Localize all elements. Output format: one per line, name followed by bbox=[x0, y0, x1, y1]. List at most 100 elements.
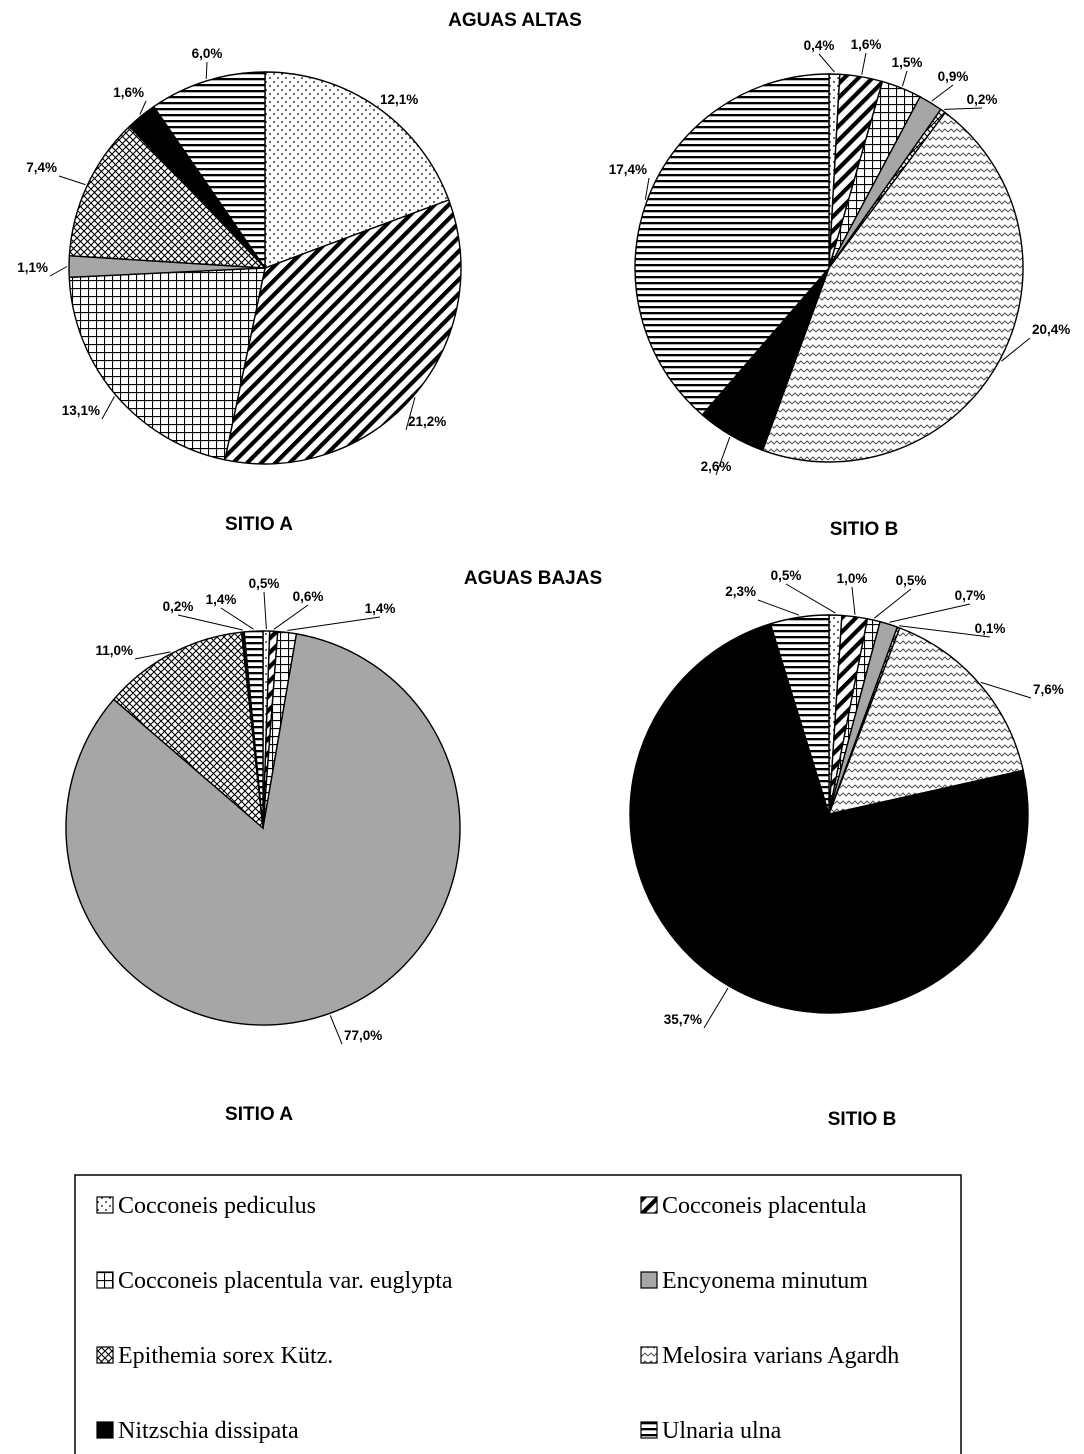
site-label-high-a: SITIO A bbox=[225, 514, 293, 535]
legend-swatch-cocconeis-pediculus bbox=[96, 1196, 114, 1214]
leader-line bbox=[944, 107, 983, 110]
slice-label-epithemia-sorex-k-tz: 0,2% bbox=[967, 92, 998, 107]
leader-line bbox=[757, 599, 800, 616]
slice-label-cocconeis-placentula-var-euglypta: 1,4% bbox=[365, 601, 396, 616]
leader-line bbox=[101, 396, 115, 420]
slice-label-cocconeis-pediculus: 0,5% bbox=[249, 576, 280, 591]
pie-aguas-bajas-sitio-a: 0,5% 0,6% 1,4% 77,0% 11,0% 0,2% 1,4% bbox=[65, 576, 461, 1045]
pie-slice-melosira-varians-agardh bbox=[761, 111, 1024, 463]
site-label-low-b: SITIO B bbox=[828, 1109, 897, 1130]
leader-line bbox=[139, 100, 147, 115]
leader-line bbox=[703, 987, 729, 1029]
slice-label-nitzschia-dissipata: 2,6% bbox=[701, 459, 732, 474]
pie-slice-ulnaria-ulna bbox=[152, 71, 266, 271]
leader-line bbox=[873, 588, 912, 619]
legend-swatch-cocconeis-placentula bbox=[640, 1196, 658, 1214]
legend-swatch-epithemia-sorex-k-tz bbox=[96, 1346, 114, 1364]
leader-line bbox=[263, 591, 267, 630]
group-title-low: AGUAS BAJAS bbox=[464, 568, 602, 589]
leader-line bbox=[899, 625, 991, 638]
legend-label-melosira-varians-agardh: Melosira varians Agardh bbox=[662, 1343, 899, 1369]
slice-label-cocconeis-pediculus: 12,1% bbox=[380, 92, 418, 107]
legend-label-epithemia-sorex-k-tz: Epithemia sorex Kütz. bbox=[118, 1343, 333, 1369]
slice-label-epithemia-sorex-k-tz: 0,1% bbox=[975, 621, 1006, 636]
pie-slice-epithemia-sorex-k-tz bbox=[68, 125, 267, 269]
slice-label-nitzschia-dissipata: 0,2% bbox=[163, 599, 194, 614]
pie-slice-ulnaria-ulna bbox=[769, 614, 830, 815]
leader-line bbox=[851, 586, 856, 615]
pie-aguas-bajas-sitio-b: 0,5% 1,0% 0,5% 0,7% 0,1% 7,6% 35,7% 2,3% bbox=[629, 568, 1064, 1029]
slice-label-cocconeis-pediculus: 0,4% bbox=[804, 38, 835, 53]
site-label-high-b: SITIO B bbox=[830, 519, 899, 540]
pie-slice-nitzschia-dissipata bbox=[629, 622, 1029, 1014]
leader-line bbox=[861, 52, 867, 75]
legend-swatch-encyonema-minutum bbox=[640, 1271, 658, 1289]
legend-swatch-ulnaria-ulna bbox=[640, 1421, 658, 1439]
site-label-low-a: SITIO A bbox=[225, 1104, 293, 1125]
slice-label-encyonema-minutum: 0,9% bbox=[938, 69, 969, 84]
legend-box bbox=[74, 1174, 962, 1454]
leader-line bbox=[931, 84, 954, 102]
leader-line bbox=[49, 266, 68, 277]
slice-label-encyonema-minutum: 1,1% bbox=[17, 260, 48, 275]
slice-label-ulnaria-ulna: 17,4% bbox=[609, 162, 647, 177]
leader-line bbox=[205, 61, 208, 79]
leader-line bbox=[901, 70, 908, 87]
leader-line bbox=[785, 583, 836, 614]
leader-line bbox=[329, 1015, 343, 1045]
slice-label-nitzschia-dissipata: 35,7% bbox=[664, 1012, 702, 1027]
pie-aguas-altas-sitio-a: 12,1% 21,2% 13,1% 1,1% 7,4% 1,6% 6,0% bbox=[17, 46, 462, 465]
leader-line bbox=[58, 175, 86, 186]
slice-label-cocconeis-placentula: 1,6% bbox=[851, 37, 882, 52]
pie-slice-melosira-varians-agardh bbox=[827, 627, 1025, 815]
legend-swatch-melosira-varians-agardh bbox=[640, 1346, 658, 1364]
slice-label-encyonema-minutum: 77,0% bbox=[344, 1028, 382, 1043]
pie-slice-ulnaria-ulna bbox=[634, 73, 830, 416]
slice-label-epithemia-sorex-k-tz: 7,4% bbox=[26, 160, 57, 175]
leader-line bbox=[134, 651, 171, 660]
slice-label-cocconeis-pediculus: 0,5% bbox=[771, 568, 802, 583]
pie-slice-encyonema-minutum bbox=[65, 633, 461, 1026]
leader-line bbox=[715, 436, 731, 476]
slice-label-epithemia-sorex-k-tz: 11,0% bbox=[95, 643, 133, 658]
slice-label-ulnaria-ulna: 2,3% bbox=[725, 584, 756, 599]
pie-aguas-altas-sitio-b: 0,4% 1,6% 1,5% 0,9% 0,2% 20,4% 2,6% 17,4% bbox=[609, 37, 1070, 476]
slice-label-ulnaria-ulna: 6,0% bbox=[192, 46, 223, 61]
leader-line bbox=[177, 614, 243, 631]
pie-slice-cocconeis-placentula-var-euglypta bbox=[68, 267, 266, 461]
legend-label-ulnaria-ulna: Ulnaria ulna bbox=[662, 1418, 782, 1444]
slice-label-cocconeis-placentula-var-euglypta: 1,5% bbox=[892, 55, 923, 70]
leader-line bbox=[1001, 337, 1031, 362]
slice-label-nitzschia-dissipata: 1,6% bbox=[113, 85, 144, 100]
group-title-high: AGUAS ALTAS bbox=[448, 10, 582, 31]
leader-line bbox=[889, 603, 971, 623]
slice-label-encyonema-minutum: 0,7% bbox=[955, 588, 986, 603]
legend-label-cocconeis-pediculus: Cocconeis pediculus bbox=[118, 1193, 316, 1219]
leader-line bbox=[980, 681, 1032, 699]
leader-line bbox=[644, 177, 650, 200]
slice-label-cocconeis-placentula: 0,6% bbox=[293, 589, 324, 604]
pie-slice-cocconeis-placentula bbox=[224, 199, 462, 465]
leader-line bbox=[287, 616, 381, 631]
slice-label-cocconeis-placentula: 21,2% bbox=[408, 414, 446, 429]
slice-label-melosira-varians-agardh: 7,6% bbox=[1033, 682, 1064, 697]
slice-label-cocconeis-placentula-var-euglypta: 0,5% bbox=[896, 573, 927, 588]
legend-label-nitzschia-dissipata: Nitzschia dissipata bbox=[118, 1418, 299, 1444]
legend-swatch-cocconeis-placentula-var-euglypta bbox=[96, 1271, 114, 1289]
slice-label-ulnaria-ulna: 1,4% bbox=[206, 592, 237, 607]
slice-label-melosira-varians-agardh: 20,4% bbox=[1032, 322, 1070, 337]
legend-label-encyonema-minutum: Encyonema minutum bbox=[662, 1268, 868, 1294]
leader-line bbox=[220, 607, 254, 630]
leader-line bbox=[405, 397, 416, 431]
leader-line bbox=[273, 604, 309, 630]
pie-slice-epithemia-sorex-k-tz bbox=[112, 631, 264, 830]
legend: Cocconeis pediculus Cocconeis placentula C… bbox=[74, 1174, 962, 1454]
legend-label-cocconeis-placentula-var-euglypta: Cocconeis placentula var. euglypta bbox=[118, 1268, 453, 1294]
slice-label-cocconeis-placentula: 1,0% bbox=[837, 571, 868, 586]
legend-swatch-nitzschia-dissipata bbox=[96, 1421, 114, 1439]
legend-label-cocconeis-placentula: Cocconeis placentula bbox=[662, 1193, 867, 1219]
slice-label-cocconeis-placentula-var-euglypta: 13,1% bbox=[62, 403, 100, 418]
leader-line bbox=[818, 53, 835, 73]
pie-slice-ulnaria-ulna bbox=[243, 630, 264, 829]
